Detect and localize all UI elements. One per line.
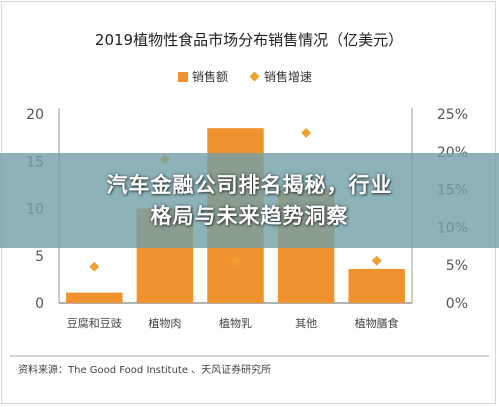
left-tick-label: 5 xyxy=(35,249,44,265)
chart-title: 2019植物性食品市场分布销售情况（亿美元） xyxy=(95,31,403,49)
category-label: 其他 xyxy=(295,317,317,330)
growth-marker xyxy=(230,256,241,267)
overlay-headline-line2: 格局与未来趋势洞察 xyxy=(150,203,349,228)
right-tick-label: 25% xyxy=(437,107,468,123)
sales-bar xyxy=(66,292,123,303)
legend-label-sales: 销售额 xyxy=(192,69,228,84)
category-label: 豆腐和豆豉 xyxy=(67,316,122,330)
legend-label-growth: 销售增速 xyxy=(264,69,312,84)
category-label: 植物乳 xyxy=(219,316,252,330)
growth-marker xyxy=(301,127,312,138)
source-note: 资料来源：The Good Food Institute 、天风证券研究所 xyxy=(18,363,271,376)
category-label: 植物膳食 xyxy=(355,316,399,330)
sales-bar xyxy=(348,268,405,303)
overlay-banner: 汽车金融公司排名揭秘，行业 格局与未来趋势洞察 xyxy=(0,153,499,248)
category-labels: 豆腐和豆豉 植物肉 植物乳 其他 植物膳食 xyxy=(67,316,399,330)
legend-marker-swatch xyxy=(249,71,260,82)
left-tick-label: 20 xyxy=(26,107,44,123)
category-label: 植物肉 xyxy=(148,316,181,330)
right-tick-label: 5% xyxy=(446,258,468,274)
legend: 销售额 销售增速 xyxy=(178,69,312,84)
overlay-headline-line1: 汽车金融公司排名揭秘，行业 xyxy=(106,172,393,197)
right-tick-label: 0% xyxy=(446,296,468,312)
legend-bar-swatch xyxy=(178,72,188,82)
growth-marker xyxy=(89,261,100,272)
left-tick-label: 0 xyxy=(35,296,44,312)
growth-marker xyxy=(371,255,382,266)
